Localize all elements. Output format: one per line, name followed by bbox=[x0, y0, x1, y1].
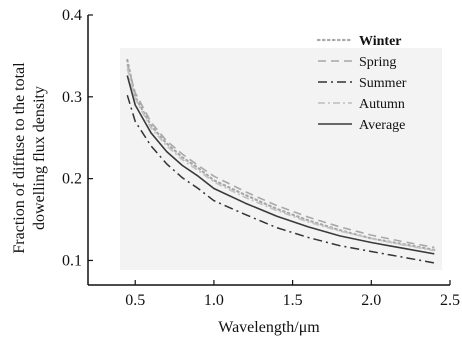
x-tick-label: 2.0 bbox=[361, 292, 381, 309]
legend-label-spring: Spring bbox=[359, 55, 396, 70]
x-tick-label: 1.0 bbox=[204, 292, 224, 309]
plot-shading bbox=[120, 48, 442, 270]
series-layer bbox=[126, 58, 436, 264]
legend-label-winter: Winter bbox=[359, 34, 402, 49]
x-axis-label: Wavelength/μm bbox=[218, 319, 320, 336]
y-axis-label: Fraction of diffuse to the total dowelli… bbox=[11, 62, 48, 254]
legend: Winter Spring Summer Autumn Average bbox=[316, 34, 407, 133]
legend-label-average: Average bbox=[359, 118, 405, 133]
x-tick-label: 2.5 bbox=[440, 292, 460, 309]
y-tick-label: 0.3 bbox=[62, 89, 82, 106]
y-tick-label: 0.4 bbox=[62, 7, 82, 24]
series-line-summer bbox=[126, 94, 435, 264]
y-axis-label-line-2: dowelling flux density bbox=[31, 86, 48, 230]
series-line-autumn bbox=[126, 67, 435, 252]
legend-label-autumn: Autumn bbox=[359, 97, 405, 112]
y-tick-label: 0.2 bbox=[62, 171, 82, 188]
ticks: 0.5 1.0 1.5 2.0 2.5 0.1 0.2 0.3 0.4 bbox=[62, 7, 460, 309]
x-tick-label: 0.5 bbox=[125, 292, 145, 309]
axes bbox=[87, 15, 450, 286]
x-tick-label: 1.5 bbox=[283, 292, 303, 309]
series-line-average bbox=[126, 75, 435, 255]
series-line-spring bbox=[126, 63, 435, 249]
legend-label-summer: Summer bbox=[359, 76, 407, 91]
y-tick-label: 0.1 bbox=[62, 252, 82, 269]
y-axis-label-line-1: Fraction of diffuse to the total bbox=[11, 62, 28, 254]
